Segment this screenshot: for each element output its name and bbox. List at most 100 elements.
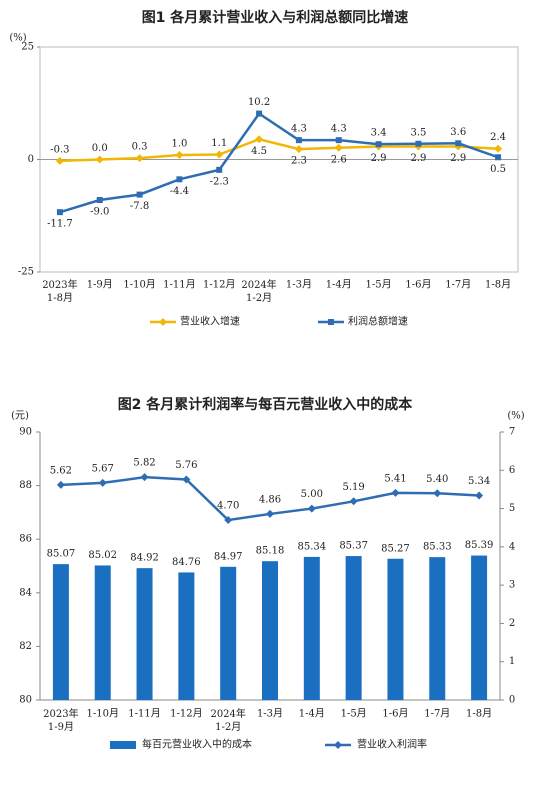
marker (176, 176, 183, 183)
x-tick-label: 1-3月 (257, 708, 283, 720)
bar (471, 555, 488, 700)
data-label: 85.34 (297, 541, 326, 552)
legend-label: 利润总额增速 (348, 315, 408, 328)
data-label: 4.3 (291, 124, 307, 135)
y-tick-label: 0 (28, 154, 34, 165)
x-tick-label: 1-4月 (299, 708, 325, 720)
data-label: 2.9 (410, 153, 426, 164)
marker (495, 154, 502, 161)
y2-tick-label: 1 (509, 656, 515, 667)
bar (220, 566, 237, 700)
data-label: 85.27 (381, 543, 410, 554)
x-tick-label: 1-5月 (366, 279, 392, 291)
data-label: 3.6 (450, 127, 466, 138)
data-label: 5.00 (301, 489, 323, 500)
data-label: 85.18 (256, 546, 285, 557)
bar (303, 556, 320, 700)
y2-tick-label: 4 (509, 541, 515, 552)
data-label: 4.86 (259, 494, 281, 505)
marker (415, 140, 422, 147)
marker (95, 155, 104, 164)
marker (328, 319, 334, 325)
y2-tick-label: 6 (509, 465, 515, 476)
x-tick-label: 1-10月 (86, 708, 118, 720)
bar (387, 558, 404, 700)
marker (391, 488, 400, 497)
data-label: 0.3 (132, 142, 148, 153)
data-label: 5.62 (50, 465, 72, 476)
marker (56, 209, 63, 216)
data-label: -4.4 (170, 186, 189, 197)
x-tick-label: 1-8月 (485, 279, 511, 291)
data-label: 4.3 (331, 124, 347, 135)
marker (375, 141, 382, 148)
data-label: 5.67 (92, 463, 114, 474)
data-label: 2.9 (450, 153, 466, 164)
data-label: 2.6 (331, 154, 347, 165)
x-tick-label: 2024年 1-2月 (241, 278, 276, 304)
y-tick-label: -25 (18, 267, 34, 278)
y2-tick-label: 5 (509, 503, 515, 514)
data-label: 84.76 (172, 557, 201, 568)
marker (307, 504, 316, 513)
data-label: 85.37 (339, 541, 368, 552)
data-label: 2.4 (490, 132, 506, 143)
y2-tick-label: 3 (509, 580, 515, 591)
bar (136, 568, 153, 700)
data-label: 3.5 (410, 127, 426, 138)
x-tick-label: 1-5月 (341, 708, 367, 720)
marker (159, 318, 167, 326)
marker (455, 140, 462, 147)
y2-tick-label: 2 (509, 618, 515, 629)
y-tick-label: 84 (19, 587, 32, 598)
y-tick-label: 82 (19, 641, 32, 652)
marker (255, 135, 264, 144)
x-tick-label: 2023年 1-8月 (42, 278, 77, 304)
marker (433, 489, 442, 498)
marker (349, 497, 358, 506)
bar (345, 556, 362, 700)
data-label: 3.4 (371, 128, 387, 139)
marker (140, 473, 149, 482)
marker (96, 197, 103, 203)
x-tick-label: 1-12月 (203, 279, 235, 291)
data-label: 85.02 (88, 550, 117, 561)
series-line (59, 111, 499, 214)
data-label: 85.33 (423, 542, 452, 553)
x-tick-label: 1-12月 (170, 708, 202, 720)
y-tick-label: 88 (19, 480, 32, 491)
data-label: 85.39 (465, 540, 494, 551)
bar (52, 564, 69, 700)
x-tick-label: 1-7月 (424, 708, 450, 720)
data-label: -9.0 (90, 207, 109, 218)
data-label: 1.1 (211, 138, 227, 149)
y-axis-label: (%) (9, 33, 26, 44)
y-tick-label: 25 (21, 42, 34, 53)
marker (136, 191, 143, 198)
data-label: 5.40 (426, 474, 448, 485)
x-tick-label: 1-7月 (445, 279, 471, 291)
legend-swatch (110, 741, 136, 749)
x-tick-label: 1-3月 (286, 279, 312, 291)
y2-tick-label: 7 (509, 427, 515, 438)
marker (182, 475, 191, 484)
marker (494, 144, 503, 153)
x-tick-label: 1-9月 (87, 279, 113, 291)
data-label: 85.07 (47, 549, 76, 560)
y-tick-label: 80 (19, 695, 32, 706)
x-tick-label: 1-11月 (128, 708, 160, 720)
data-label: -2.3 (210, 176, 229, 187)
x-tick-label: 2023年 1-9月 (43, 707, 78, 733)
data-label: 10.2 (248, 97, 270, 108)
data-label: 2.9 (371, 153, 387, 164)
marker (56, 480, 65, 489)
marker (335, 137, 342, 144)
data-label: -11.7 (47, 219, 73, 230)
data-label: 1.0 (171, 139, 187, 150)
x-tick-label: 1-4月 (326, 279, 352, 291)
bar (94, 565, 111, 700)
y-tick-label: 90 (19, 427, 32, 438)
x-tick-label: 2024年 1-2月 (210, 707, 245, 733)
x-tick-label: 1-10月 (123, 279, 155, 291)
